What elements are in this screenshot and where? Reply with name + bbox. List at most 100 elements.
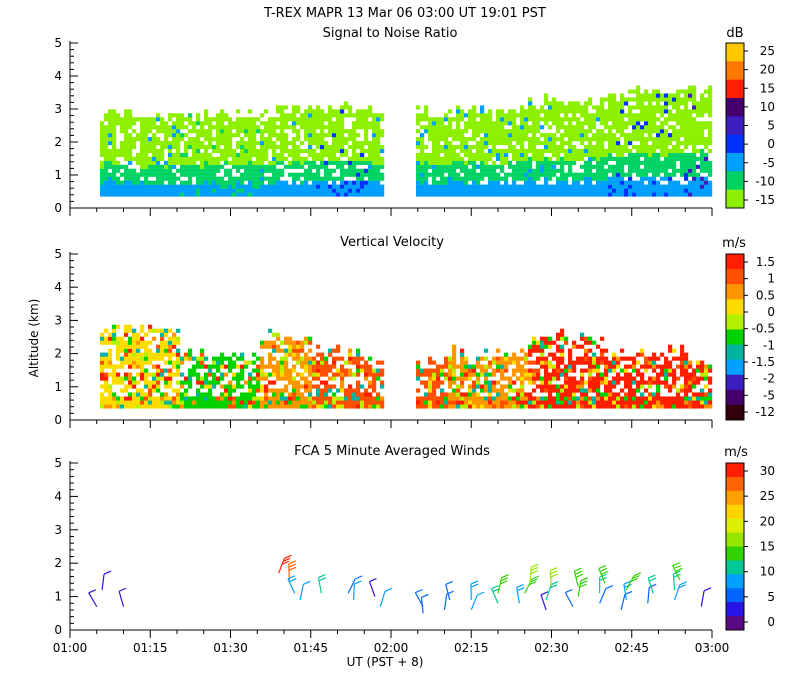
colorbar-segment [726,134,744,154]
colorbar-label: 15 [760,540,775,554]
y-tick-label: 1 [54,380,62,394]
colorbar-segment [726,43,744,62]
wind-barb [573,567,584,587]
y-tick-label: 5 [54,247,62,261]
colorbar-label: 5 [767,119,775,133]
colorbar-label: 10 [760,100,775,114]
wind-barbs [88,554,712,614]
colorbar-label: 25 [760,489,775,503]
wind-barb [625,572,642,591]
y-tick-label: 0 [54,413,62,427]
colorbar-frame [725,253,745,421]
colorbar-segment [726,616,744,631]
wind-barb [470,580,479,600]
snr-colorbar-unit: dB [726,26,743,41]
x-tick-label: 02:15 [454,641,489,655]
y-tick-label: 1 [54,168,62,182]
wind-barb [118,587,127,607]
colorbar-segment [726,602,744,617]
y-tick-label: 4 [54,280,62,294]
y-tick-label: 2 [54,347,62,361]
y-tick-label: 5 [54,36,62,50]
colorbar-segment [726,329,744,346]
colorbar-label: 0 [767,305,775,319]
colorbar-label: 10 [760,565,775,579]
x-tick-label: 01:45 [293,641,328,655]
wind-barb [524,575,540,594]
colorbar: 25 20 15 10 5 0 -5 -10 -15 [725,42,775,209]
x-tick-label: 01:15 [133,641,168,655]
wind-barb [647,574,657,594]
snr-panel: Signal to Noise Ratio dB 0 1 2 3 4 5 25 20 15 10 5… [54,26,775,216]
colorbar-segment [726,518,744,534]
velocity-panel: Vertical Velocity m/s Altitude (km) 0 1 2 3… [27,235,775,428]
winds-panel-title: FCA 5 Minute Averaged Winds [294,444,490,459]
colorbar-label: 30 [760,464,775,478]
x-tick-label: 03:00 [695,641,730,655]
data-field [100,85,713,197]
wind-barb [623,580,632,601]
colorbar-segment [726,404,744,421]
wind-barb [470,591,485,611]
winds-panel: FCA 5 Minute Averaged Winds m/s UT (PST … [53,444,775,669]
wind-barb [516,583,525,604]
colorbar-label: 0 [767,137,775,151]
colorbar-label: 15 [760,81,775,95]
colorbar-segment [726,189,744,209]
colorbar-label: -12 [755,405,775,419]
colorbar-segment [726,359,744,376]
wind-barb [598,564,609,584]
wind-barb [414,589,424,607]
colorbar-segment [726,314,744,330]
wind-barb [352,580,362,600]
colorbar-label: -5 [763,156,775,170]
colorbar-label: -1.5 [752,355,775,369]
colorbar-label: -2 [763,372,775,386]
colorbar-segment [726,153,744,172]
x-tick-label: 01:00 [53,641,88,655]
wind-barb [577,577,588,597]
wind-barb [673,581,687,601]
wind-barb [529,563,539,584]
y-tick-label: 3 [54,102,62,116]
velocity-colorbar-unit: m/s [722,236,746,251]
colorbar-segment [726,588,744,603]
colorbar-label: 0 [767,615,775,629]
wind-barb [101,570,112,590]
colorbar-label: -15 [755,193,775,207]
y-tick-label: 1 [54,590,62,604]
wind-barb [368,578,377,597]
colorbar-segment [726,116,744,136]
colorbar-segment [726,284,744,300]
y-tick-label: 2 [54,556,62,570]
wind-barb [443,590,454,611]
wind-barb [88,589,98,607]
colorbar-segment [726,61,744,81]
wind-barb [540,591,549,611]
colorbar-segment [726,254,744,270]
colorbar-label: 5 [767,590,775,604]
y-tick-label: 4 [54,489,62,503]
figure-title: T-REX MAPR 13 Mar 06 03:00 UT 19:01 PST [263,6,546,21]
colorbar-label: 1 [767,272,775,286]
colorbar-label: 1.5 [756,255,775,269]
y-tick-label: 0 [54,623,62,637]
altitude-axis-label: Altitude (km) [27,299,41,378]
x-tick-label: 02:30 [534,641,569,655]
colorbar-segment [726,560,744,575]
colorbar-label: -1 [763,338,775,352]
wind-barb [564,588,574,607]
wind-barb [647,583,657,604]
colorbar-segment [726,463,744,478]
wind-barb [620,590,633,611]
colorbar-segment [726,504,744,520]
colorbar-label: 20 [760,514,775,528]
wind-barb [420,593,429,614]
y-tick-label: 4 [54,69,62,83]
colorbar-label: -0.5 [752,322,775,336]
velocity-panel-title: Vertical Velocity [340,235,444,250]
winds-colorbar-unit: m/s [724,445,748,460]
colorbar-segment [726,476,744,492]
wind-barb [347,575,363,594]
